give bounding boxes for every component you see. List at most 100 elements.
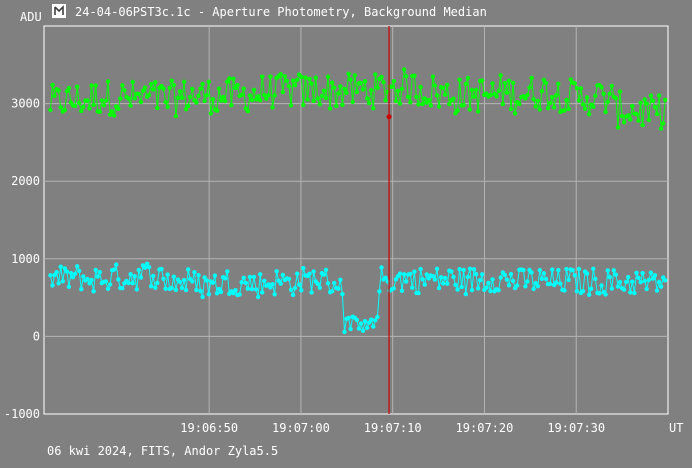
- data-point: [206, 79, 211, 84]
- data-point: [517, 101, 522, 107]
- data-point: [167, 85, 172, 91]
- data-point: [255, 294, 261, 300]
- data-point: [436, 285, 442, 291]
- data-point: [155, 280, 160, 286]
- data-point: [416, 102, 421, 107]
- data-point: [64, 269, 70, 274]
- data-point: [288, 287, 294, 292]
- data-point: [506, 283, 512, 288]
- data-point: [654, 288, 660, 293]
- data-point: [132, 96, 137, 101]
- data-point: [373, 318, 378, 323]
- data-point: [471, 94, 477, 100]
- data-point: [202, 98, 207, 104]
- data-point: [210, 97, 216, 102]
- data-point: [475, 109, 481, 114]
- data-point: [97, 269, 103, 275]
- data-point: [498, 73, 503, 78]
- data-point: [603, 292, 608, 297]
- data-point: [397, 101, 403, 106]
- data-point: [91, 102, 96, 108]
- data-point: [231, 76, 236, 82]
- data-point: [62, 107, 67, 113]
- data-point: [223, 98, 228, 104]
- data-point: [79, 287, 84, 292]
- data-point: [218, 98, 224, 103]
- data-point: [247, 93, 253, 98]
- data-point: [146, 92, 152, 98]
- time-cursor[interactable]: [386, 26, 392, 414]
- data-point: [268, 285, 273, 290]
- data-point: [66, 85, 72, 91]
- data-point: [138, 99, 144, 105]
- data-point: [609, 83, 614, 89]
- data-point: [613, 96, 619, 101]
- data-point: [480, 78, 485, 83]
- data-point: [321, 272, 327, 277]
- data-point: [206, 292, 211, 297]
- data-point: [194, 100, 199, 105]
- data-point: [93, 83, 98, 88]
- data-point: [502, 272, 508, 278]
- app-logo-icon[interactable]: [52, 4, 66, 18]
- data-point: [638, 280, 643, 285]
- data-point: [204, 278, 209, 283]
- data-point: [107, 282, 113, 287]
- data-point: [603, 109, 608, 115]
- data-point: [272, 93, 277, 98]
- data-point: [369, 317, 374, 322]
- x-tick-label: 19:07:20: [456, 421, 514, 435]
- data-point: [644, 101, 649, 106]
- data-point: [342, 329, 347, 335]
- y-tick-label: -1000: [4, 407, 40, 421]
- data-point: [550, 95, 555, 100]
- data-point: [510, 80, 516, 86]
- data-point: [358, 321, 364, 326]
- data-point: [229, 103, 234, 108]
- data-point: [192, 270, 197, 275]
- data-point: [634, 270, 639, 275]
- data-point: [504, 90, 510, 95]
- data-point: [617, 279, 623, 285]
- data-point: [366, 101, 372, 106]
- data-point: [305, 97, 310, 102]
- data-point: [140, 88, 146, 94]
- data-point: [295, 271, 300, 276]
- data-point: [317, 285, 322, 290]
- data-point: [338, 84, 343, 89]
- data-point: [87, 281, 92, 286]
- data-point: [338, 277, 343, 282]
- data-point: [241, 275, 246, 280]
- data-point: [151, 273, 156, 279]
- data-point: [443, 92, 448, 97]
- data-point: [282, 74, 287, 79]
- data-point: [371, 106, 376, 111]
- data-point: [371, 324, 376, 329]
- data-point: [428, 103, 433, 108]
- data-point: [220, 94, 226, 100]
- data-point: [163, 99, 168, 105]
- data-point: [500, 101, 505, 107]
- data-point: [434, 266, 440, 271]
- data-point: [473, 272, 479, 277]
- data-point: [498, 275, 503, 280]
- data-point: [173, 287, 179, 293]
- data-point: [399, 288, 405, 293]
- data-point: [445, 82, 450, 88]
- data-point: [552, 105, 557, 110]
- data-point: [449, 269, 454, 274]
- data-point: [630, 103, 635, 109]
- data-point: [204, 93, 209, 98]
- data-point: [245, 286, 250, 291]
- data-point: [200, 81, 205, 87]
- data-point: [650, 276, 656, 281]
- data-point: [138, 275, 144, 280]
- data-point: [332, 85, 337, 90]
- data-point: [48, 107, 53, 113]
- data-point: [364, 325, 370, 330]
- data-point: [533, 104, 538, 109]
- data-point: [56, 88, 61, 93]
- data-point: [181, 79, 187, 85]
- data-point: [550, 267, 555, 272]
